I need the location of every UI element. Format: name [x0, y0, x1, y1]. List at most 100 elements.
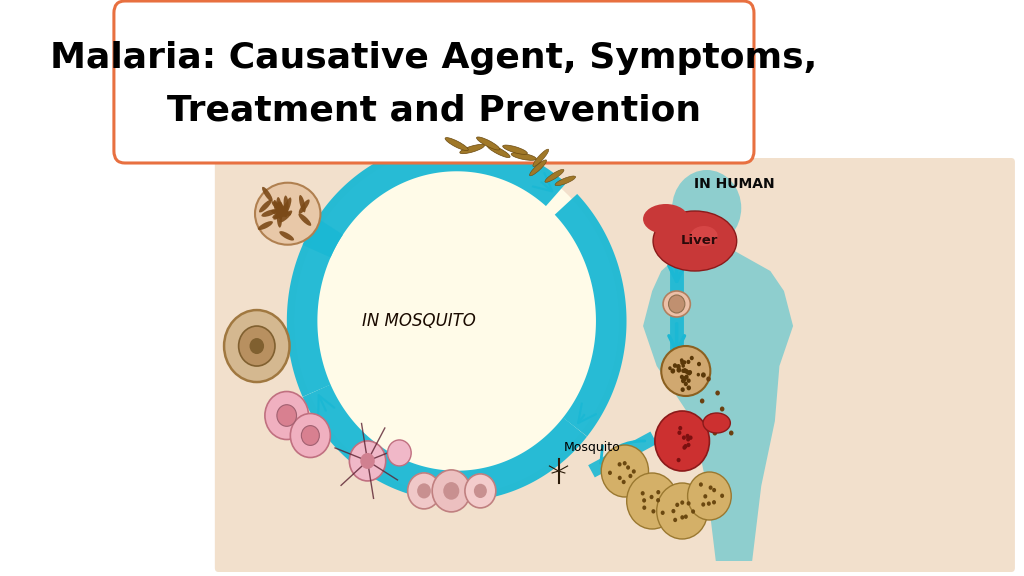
Ellipse shape: [299, 199, 309, 214]
Circle shape: [712, 500, 716, 505]
Ellipse shape: [271, 210, 287, 217]
Ellipse shape: [255, 183, 321, 245]
Ellipse shape: [510, 158, 536, 166]
Circle shape: [408, 473, 440, 509]
Circle shape: [686, 370, 690, 375]
Circle shape: [680, 375, 684, 379]
Circle shape: [265, 392, 308, 439]
Circle shape: [691, 509, 695, 514]
Circle shape: [680, 515, 684, 520]
Ellipse shape: [273, 209, 287, 219]
Ellipse shape: [532, 149, 549, 166]
Circle shape: [672, 170, 741, 246]
Circle shape: [672, 509, 676, 513]
Circle shape: [656, 498, 660, 502]
Circle shape: [656, 483, 708, 539]
Ellipse shape: [278, 202, 287, 217]
Ellipse shape: [664, 291, 690, 317]
Circle shape: [291, 414, 331, 457]
Ellipse shape: [472, 137, 495, 150]
Circle shape: [681, 387, 685, 392]
Circle shape: [673, 518, 677, 522]
Circle shape: [688, 370, 692, 375]
Circle shape: [349, 441, 386, 481]
Circle shape: [709, 486, 713, 490]
Circle shape: [680, 360, 685, 365]
Ellipse shape: [690, 226, 718, 246]
Ellipse shape: [271, 201, 285, 213]
Circle shape: [669, 366, 672, 370]
Circle shape: [686, 385, 691, 391]
Circle shape: [688, 435, 692, 440]
Circle shape: [677, 458, 681, 463]
Circle shape: [686, 443, 690, 447]
Ellipse shape: [662, 346, 711, 396]
Ellipse shape: [653, 211, 736, 271]
Circle shape: [701, 372, 706, 378]
Circle shape: [680, 501, 684, 505]
Polygon shape: [643, 244, 793, 561]
Circle shape: [642, 498, 646, 503]
Circle shape: [682, 445, 686, 450]
Circle shape: [649, 495, 653, 499]
Circle shape: [276, 405, 297, 426]
Circle shape: [671, 369, 675, 374]
Circle shape: [720, 407, 724, 411]
Ellipse shape: [280, 203, 288, 219]
Circle shape: [656, 490, 660, 494]
Circle shape: [685, 434, 689, 438]
Circle shape: [417, 483, 431, 498]
Circle shape: [608, 471, 612, 475]
Text: Malaria: Causative Agent, Symptoms,: Malaria: Causative Agent, Symptoms,: [50, 41, 817, 75]
Circle shape: [669, 295, 685, 313]
Ellipse shape: [703, 413, 730, 433]
Text: Mosquito: Mosquito: [564, 441, 621, 454]
Circle shape: [655, 411, 710, 471]
Circle shape: [627, 473, 678, 529]
Circle shape: [675, 503, 679, 507]
Circle shape: [239, 326, 275, 366]
Circle shape: [720, 494, 724, 498]
Circle shape: [301, 426, 319, 445]
Circle shape: [678, 426, 682, 430]
Circle shape: [699, 399, 705, 404]
Circle shape: [623, 461, 627, 465]
Circle shape: [387, 440, 412, 466]
Ellipse shape: [280, 210, 292, 222]
Ellipse shape: [273, 200, 281, 217]
Ellipse shape: [488, 141, 512, 154]
Circle shape: [686, 437, 690, 442]
Circle shape: [687, 501, 690, 506]
Circle shape: [684, 369, 688, 374]
Circle shape: [716, 391, 720, 396]
Circle shape: [701, 502, 706, 507]
Ellipse shape: [276, 197, 282, 215]
Circle shape: [432, 470, 470, 512]
FancyBboxPatch shape: [114, 1, 754, 163]
Ellipse shape: [276, 210, 282, 228]
Ellipse shape: [272, 210, 288, 218]
Circle shape: [684, 444, 687, 448]
Circle shape: [687, 371, 691, 376]
Circle shape: [683, 369, 686, 373]
Ellipse shape: [280, 231, 294, 241]
Circle shape: [632, 469, 636, 473]
Circle shape: [697, 362, 701, 366]
Circle shape: [673, 363, 677, 368]
Ellipse shape: [262, 187, 272, 202]
Circle shape: [465, 474, 496, 508]
Circle shape: [681, 369, 685, 373]
Circle shape: [709, 414, 714, 419]
Ellipse shape: [545, 169, 564, 182]
Circle shape: [224, 310, 290, 382]
Ellipse shape: [284, 195, 289, 214]
Ellipse shape: [258, 221, 273, 230]
Circle shape: [601, 445, 648, 497]
Circle shape: [682, 360, 686, 365]
Circle shape: [360, 453, 375, 469]
Circle shape: [684, 382, 688, 386]
Ellipse shape: [278, 202, 283, 219]
Circle shape: [676, 364, 681, 369]
Circle shape: [684, 369, 687, 373]
Circle shape: [729, 430, 733, 435]
